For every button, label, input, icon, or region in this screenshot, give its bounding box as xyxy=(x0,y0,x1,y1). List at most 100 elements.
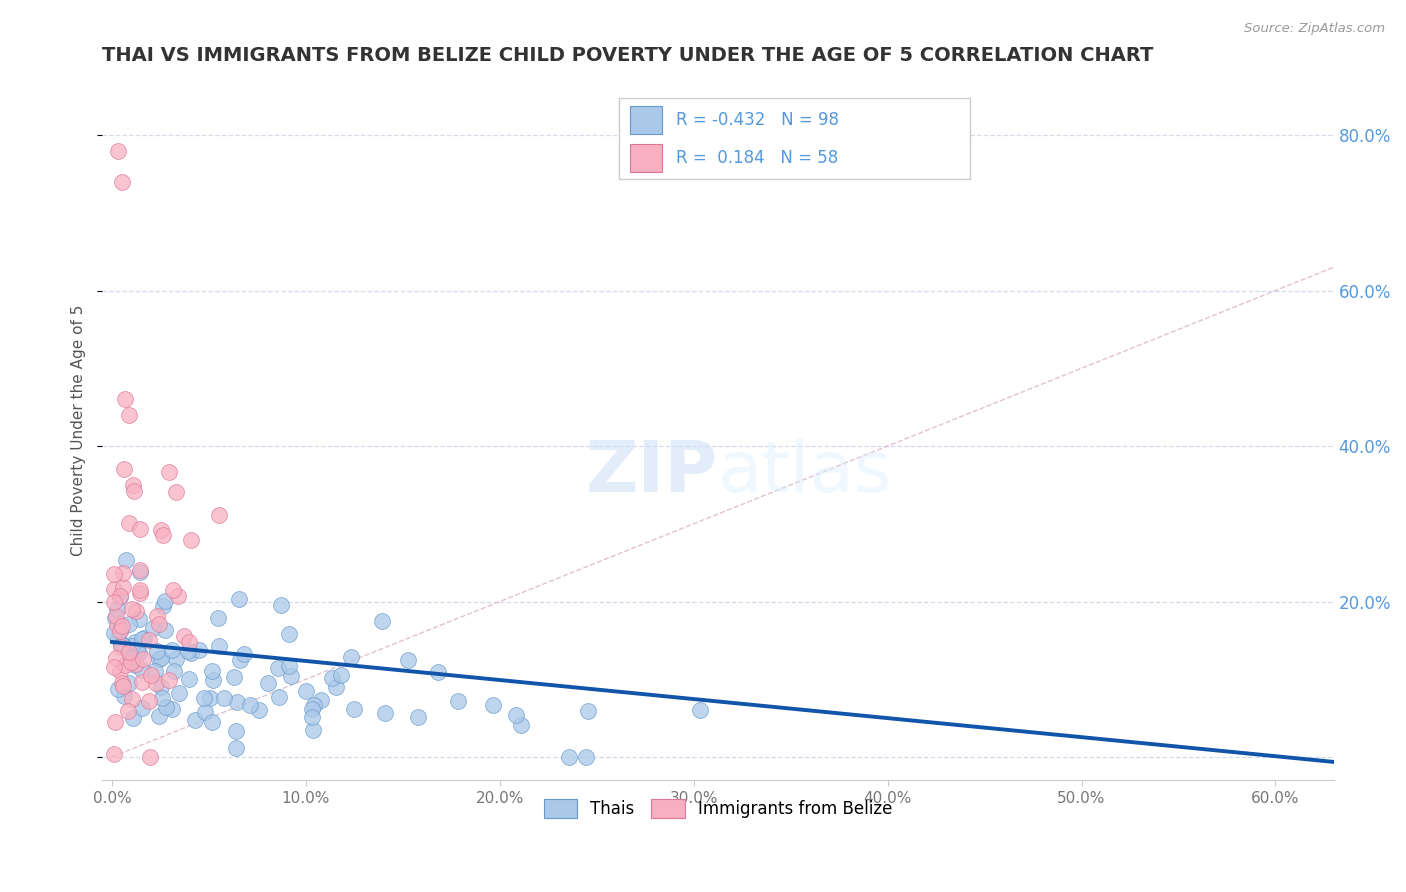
Point xyxy=(343,702,366,716)
Point xyxy=(155,594,177,608)
Point xyxy=(118,408,141,422)
Point xyxy=(396,652,419,666)
Point xyxy=(208,639,231,653)
Point xyxy=(371,614,394,628)
Point xyxy=(406,710,429,724)
Point xyxy=(118,645,141,659)
Point xyxy=(132,652,155,666)
Point xyxy=(110,175,132,189)
Point xyxy=(173,629,195,643)
Text: atlas: atlas xyxy=(718,438,893,507)
Point xyxy=(166,589,188,603)
Point xyxy=(176,644,198,658)
Point xyxy=(112,462,135,476)
Point xyxy=(124,657,146,672)
Point xyxy=(340,649,363,664)
Point xyxy=(157,673,180,687)
Point xyxy=(558,750,581,764)
Point xyxy=(481,698,503,713)
Point xyxy=(304,698,326,712)
Point xyxy=(105,617,128,632)
Point xyxy=(148,652,170,666)
Point xyxy=(165,652,187,666)
Point xyxy=(143,665,166,679)
Point xyxy=(125,657,148,671)
Point xyxy=(103,595,125,609)
Point xyxy=(194,705,217,719)
Point xyxy=(374,706,396,721)
Point xyxy=(152,599,174,614)
Point xyxy=(118,616,141,631)
Point xyxy=(107,681,129,696)
Point xyxy=(128,612,150,626)
Point xyxy=(111,637,134,651)
Point xyxy=(509,718,531,732)
Point xyxy=(330,668,353,682)
Point xyxy=(121,639,143,653)
Point xyxy=(295,684,318,698)
Point xyxy=(124,635,146,649)
Point xyxy=(122,478,145,492)
Point xyxy=(131,632,153,646)
Point xyxy=(325,680,347,694)
Point xyxy=(128,586,150,600)
Point xyxy=(127,642,149,657)
Point xyxy=(110,619,132,633)
Point xyxy=(201,664,224,678)
Point xyxy=(131,664,153,678)
Point xyxy=(111,580,134,594)
Point xyxy=(111,675,134,690)
Point xyxy=(160,702,183,716)
Point xyxy=(278,627,301,641)
Point xyxy=(229,653,252,667)
Point xyxy=(505,708,527,723)
Point xyxy=(270,598,292,612)
Point xyxy=(134,631,156,645)
Point xyxy=(129,522,152,536)
Point xyxy=(575,750,598,764)
Point xyxy=(208,508,231,523)
Point xyxy=(225,740,247,755)
Point xyxy=(121,602,143,616)
Point xyxy=(183,713,205,727)
Point xyxy=(180,646,202,660)
Point xyxy=(117,675,139,690)
Point xyxy=(105,651,128,665)
Point xyxy=(280,668,302,682)
Point xyxy=(121,711,143,725)
Point xyxy=(103,747,125,761)
Point xyxy=(145,643,167,657)
Point xyxy=(128,566,150,580)
Point xyxy=(447,694,470,708)
Point xyxy=(321,671,343,685)
Point xyxy=(112,566,135,580)
Point xyxy=(301,709,323,723)
Point xyxy=(103,625,125,640)
Point xyxy=(145,675,167,690)
Point xyxy=(138,632,160,647)
Point xyxy=(107,144,129,158)
Point xyxy=(239,698,262,712)
Point xyxy=(114,658,136,673)
Point xyxy=(225,723,247,738)
Point xyxy=(122,483,145,498)
Point xyxy=(222,670,245,684)
Point xyxy=(180,533,202,548)
Point xyxy=(576,704,599,718)
Point xyxy=(148,616,170,631)
Point xyxy=(117,516,139,531)
Point xyxy=(228,591,250,606)
Point xyxy=(233,647,256,661)
Point xyxy=(118,649,141,664)
Text: THAI VS IMMIGRANTS FROM BELIZE CHILD POVERTY UNDER THE AGE OF 5 CORRELATION CHAR: THAI VS IMMIGRANTS FROM BELIZE CHILD POV… xyxy=(103,46,1153,65)
Point xyxy=(125,604,148,618)
Point xyxy=(111,638,134,652)
Point xyxy=(105,602,128,616)
Point xyxy=(177,635,200,649)
Point xyxy=(160,643,183,657)
Point xyxy=(110,637,132,651)
Point xyxy=(155,699,177,714)
Point xyxy=(198,691,221,706)
Point xyxy=(689,703,711,717)
Point xyxy=(131,701,153,715)
